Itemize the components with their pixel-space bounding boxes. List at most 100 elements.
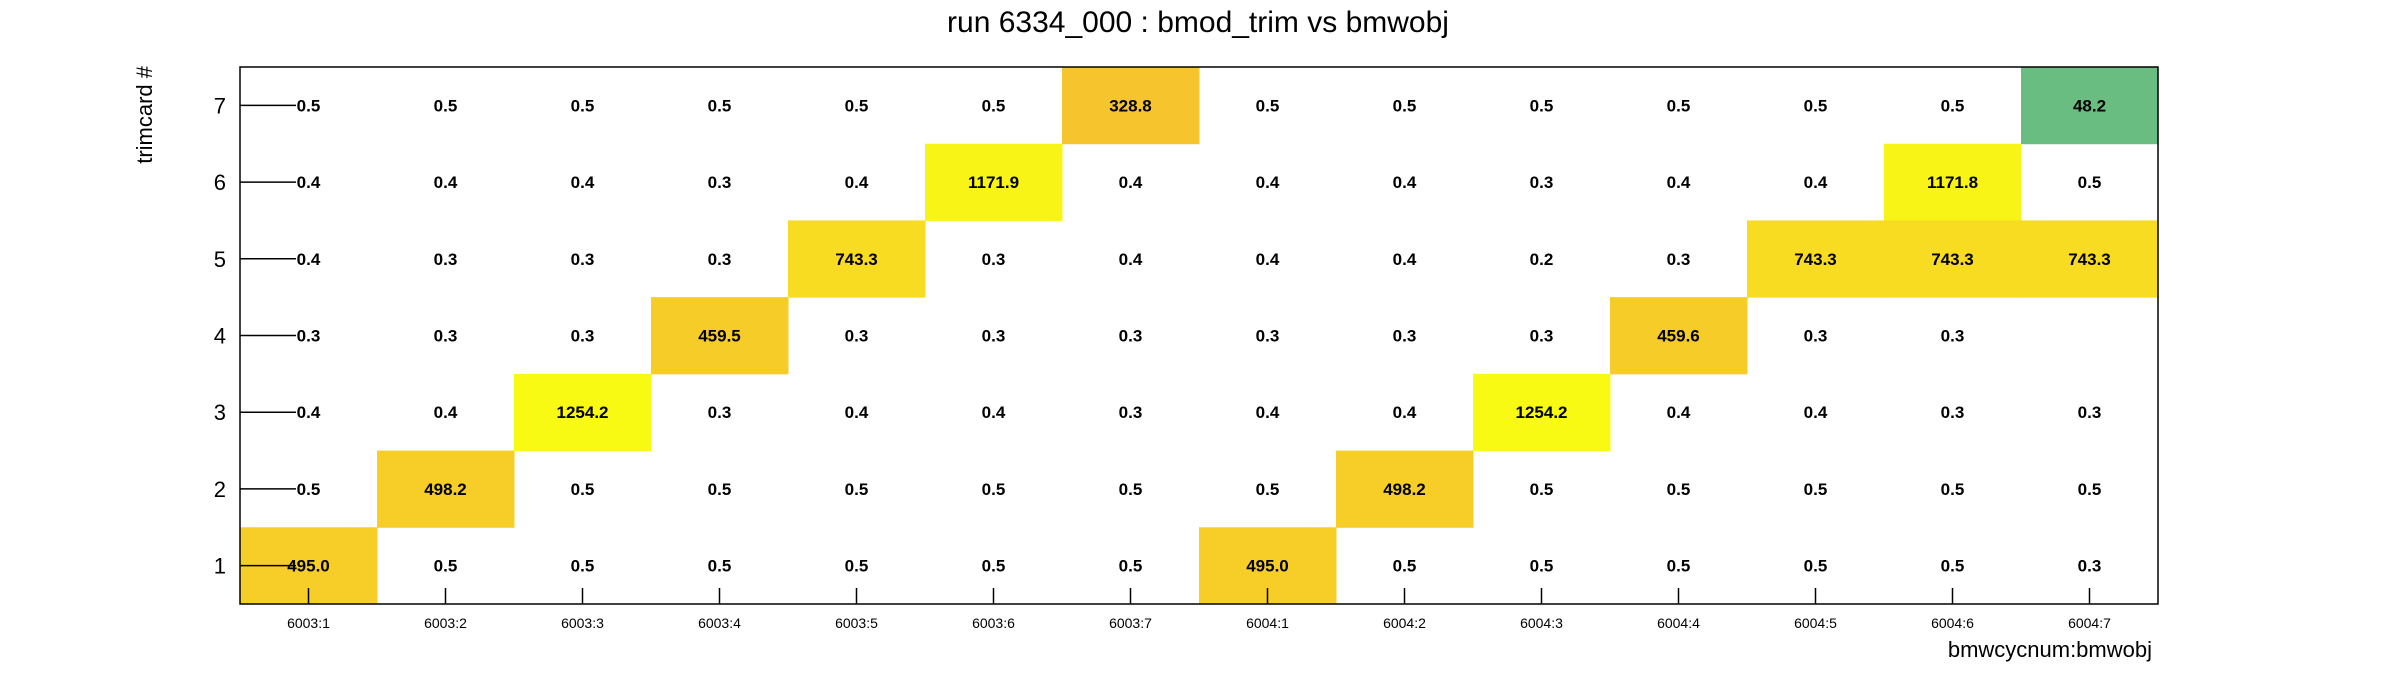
cell-value-label: 0.5 [1667, 480, 1691, 499]
cell-value-label: 0.5 [1256, 480, 1280, 499]
x-tick-label: 6004:7 [2068, 615, 2111, 631]
heatmap-cell [514, 373, 652, 452]
cell-value-label: 0.5 [1119, 480, 1143, 499]
cell-value-label: 0.4 [1667, 403, 1691, 422]
cell-value-label: 0.3 [845, 327, 869, 346]
cell-value-label: 0.4 [1119, 250, 1143, 269]
cell-value-label: 0.4 [1804, 173, 1828, 192]
cell-value-label: 0.5 [1530, 557, 1554, 576]
cell-value-label: 0.4 [1393, 250, 1417, 269]
cell-value-label: 0.5 [708, 96, 732, 115]
cell-value-label: 0.5 [297, 96, 321, 115]
cell-value-label: 0.5 [982, 96, 1006, 115]
cell-value-label: 0.3 [1804, 327, 1828, 346]
heatmap-cell [377, 450, 515, 528]
y-tick-label: 1 [214, 554, 226, 579]
cell-value-label: 1254.2 [1516, 403, 1568, 422]
cell-value-label: 0.3 [571, 250, 595, 269]
cell-value-label: 0.4 [1393, 173, 1417, 192]
y-axis-label: trimcard # [132, 65, 157, 164]
y-tick-label: 5 [214, 247, 226, 272]
cell-value-label: 0.5 [1530, 96, 1554, 115]
cell-value-label: 0.5 [845, 96, 869, 115]
y-tick-label: 6 [214, 170, 226, 195]
cell-value-label: 0.4 [845, 403, 869, 422]
y-tick-label: 3 [214, 400, 226, 425]
heatmap-cell [1473, 373, 1611, 452]
cell-value-label: 0.5 [1804, 557, 1828, 576]
cell-value-label: 0.3 [2078, 403, 2102, 422]
cell-value-label: 0.5 [1667, 557, 1691, 576]
cell-value-label: 0.5 [571, 480, 595, 499]
x-tick-label: 6003:4 [698, 615, 741, 631]
cell-value-label: 0.5 [2078, 480, 2102, 499]
heatmap-cell [1747, 220, 1885, 298]
cell-value-label: 0.4 [1393, 403, 1417, 422]
cell-value-label: 0.3 [1941, 327, 1965, 346]
cell-value-label: 495.0 [1246, 557, 1289, 576]
y-tick-label: 7 [214, 93, 226, 118]
x-tick-label: 6003:3 [561, 615, 604, 631]
heatmap-cell [2021, 220, 2159, 298]
heatmap-cells [240, 67, 2159, 605]
cell-value-label: 0.4 [434, 403, 458, 422]
cell-value-label: 0.3 [571, 327, 595, 346]
cell-value-label: 0.3 [297, 327, 321, 346]
cell-value-label: 0.5 [1256, 96, 1280, 115]
cell-value-label: 498.2 [1383, 480, 1426, 499]
cell-value-label: 1254.2 [557, 403, 609, 422]
cell-value-label: 0.3 [708, 173, 732, 192]
cell-value-label: 48.2 [2073, 96, 2106, 115]
cell-value-label: 0.5 [1530, 480, 1554, 499]
cell-value-label: 743.3 [1931, 250, 1974, 269]
cell-value-label: 0.5 [1804, 96, 1828, 115]
x-tick-label: 6003:5 [835, 615, 878, 631]
x-tick-label: 6003:7 [1109, 615, 1152, 631]
heatmap-cell [1884, 220, 2022, 298]
cell-value-label: 0.5 [845, 480, 869, 499]
cell-value-label: 0.5 [1393, 96, 1417, 115]
x-tick-label: 6003:6 [972, 615, 1015, 631]
cell-value-label: 0.5 [982, 557, 1006, 576]
cell-value-label: 495.0 [287, 557, 330, 576]
cell-value-label: 0.3 [434, 327, 458, 346]
cell-value-label: 0.5 [434, 557, 458, 576]
cell-value-label: 0.5 [1119, 557, 1143, 576]
x-tick-label: 6004:1 [1246, 615, 1289, 631]
cell-value-label: 0.5 [1804, 480, 1828, 499]
heatmap-cell [1062, 67, 1200, 145]
cell-value-label: 0.5 [434, 96, 458, 115]
cell-value-label: 0.3 [1256, 327, 1280, 346]
cell-value-label: 0.5 [982, 480, 1006, 499]
cell-value-label: 0.3 [1393, 327, 1417, 346]
cell-value-label: 0.4 [1804, 403, 1828, 422]
cell-value-label: 459.5 [698, 327, 741, 346]
plot-frame [239, 66, 2159, 605]
x-tick-label: 6003:1 [287, 615, 330, 631]
cell-value-label: 0.4 [982, 403, 1006, 422]
axis-ticks [240, 104, 2091, 604]
cell-value-label: 0.3 [1119, 403, 1143, 422]
heatmap-cell [651, 297, 789, 375]
cell-value-label: 0.4 [1667, 173, 1691, 192]
cell-value-label: 0.5 [845, 557, 869, 576]
cell-value-label: 743.3 [1794, 250, 1837, 269]
cell-value-label: 0.5 [1393, 557, 1417, 576]
cell-value-label: 0.5 [2078, 173, 2102, 192]
cell-value-label: 0.4 [434, 173, 458, 192]
cell-value-label: 0.5 [1941, 96, 1965, 115]
x-tick-label: 6004:3 [1520, 615, 1563, 631]
cell-value-label: 0.2 [1530, 250, 1554, 269]
cell-value-label: 0.4 [1256, 403, 1280, 422]
cell-value-label: 0.3 [982, 327, 1006, 346]
heatmap-cell [788, 220, 926, 298]
cell-value-label: 0.4 [845, 173, 869, 192]
cell-value-label: 0.3 [434, 250, 458, 269]
cell-value-label: 0.4 [1256, 250, 1280, 269]
heatmap-cell [1336, 450, 1474, 528]
y-tick-label: 4 [214, 324, 226, 349]
heatmap-cell [2021, 67, 2159, 145]
heatmap-cell [1884, 143, 2022, 221]
chart-title: run 6334_000 : bmod_trim vs bmwobj [947, 6, 1449, 39]
